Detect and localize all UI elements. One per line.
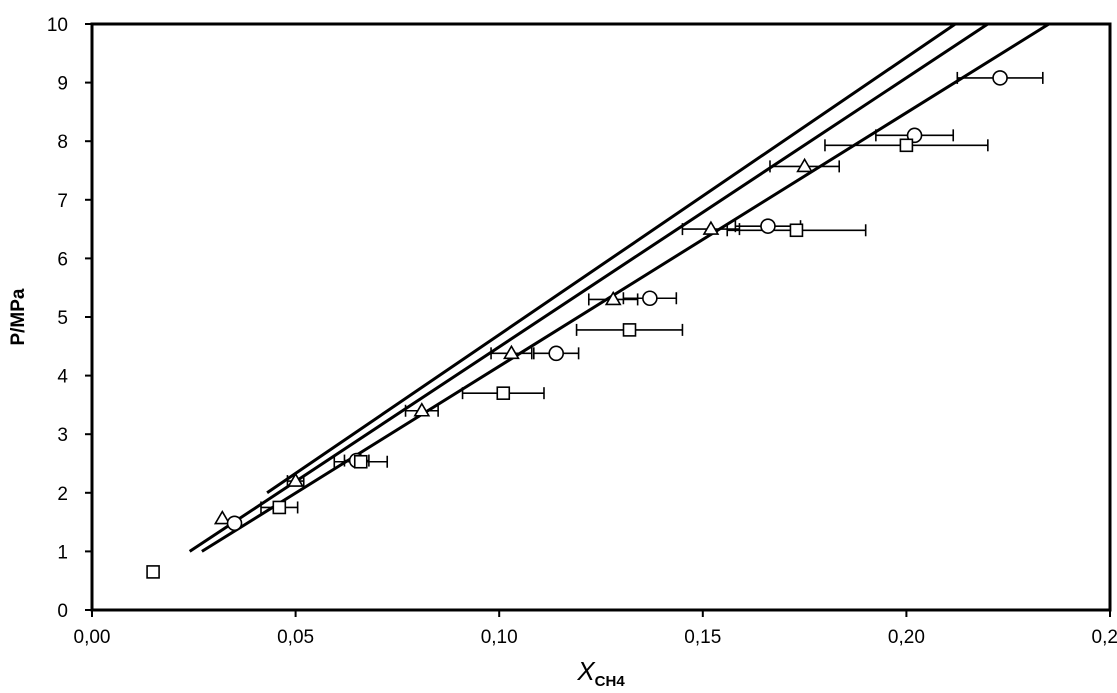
square-marker [496, 386, 511, 400]
x-axis-ticks: 0,00 0,05 0,10 0,15 0,20 0,25 [74, 610, 1117, 648]
y-tick-label: 10 [47, 15, 68, 36]
y-tick-label: 8 [57, 132, 68, 153]
model-line [266, 22, 957, 495]
y-tick-label: 6 [57, 249, 68, 270]
y-tick-label: 1 [57, 542, 68, 563]
square-marker [789, 223, 804, 238]
triangle-marker [604, 290, 622, 306]
y-tick-label: 3 [57, 425, 68, 446]
x-tick-label: 0,00 [74, 627, 111, 648]
y-tick-label: 7 [57, 191, 68, 212]
y-tick-label: 0 [57, 601, 68, 622]
y-tick-label: 9 [57, 74, 68, 95]
y-tick-label: 2 [57, 484, 68, 505]
square-marker [899, 138, 914, 153]
y-tick-label: 4 [57, 367, 68, 388]
x-tick-label: 0,05 [277, 627, 314, 648]
x-tick-label: 0,15 [684, 627, 721, 648]
triangle-marker [213, 509, 231, 525]
circle-marker [760, 218, 776, 234]
triangle-marker [796, 157, 813, 173]
plot-area-frame [90, 22, 1112, 612]
x-axis-label: XCH4 [576, 656, 625, 690]
y-tick-label: 5 [57, 308, 68, 329]
model-line [188, 22, 989, 553]
y-axis-ticks: 0 1 2 3 4 5 6 7 8 9 10 [47, 15, 92, 622]
triangle-marker [413, 402, 431, 417]
y-axis-label: P/MPa [8, 288, 29, 345]
x-axis-label-subscript: CH4 [595, 673, 626, 690]
circle-marker [642, 290, 658, 307]
circle-marker [226, 515, 243, 532]
circle-marker [992, 70, 1008, 86]
model-lines [188, 22, 1050, 553]
data-markers [146, 70, 1008, 579]
square-marker [146, 565, 160, 579]
x-axis-label-main: X [576, 656, 596, 686]
triangle-marker [503, 344, 520, 360]
triangle-marker [702, 220, 720, 235]
square-marker [272, 500, 287, 515]
model-line [201, 22, 1050, 553]
square-marker [353, 454, 368, 469]
x-tick-label: 0,20 [888, 627, 925, 648]
square-marker [622, 323, 637, 337]
x-tick-label: 0,25 [1092, 627, 1117, 648]
triangle-marker [287, 472, 304, 487]
circle-marker [548, 345, 565, 362]
x-tick-label: 0,10 [481, 627, 518, 648]
